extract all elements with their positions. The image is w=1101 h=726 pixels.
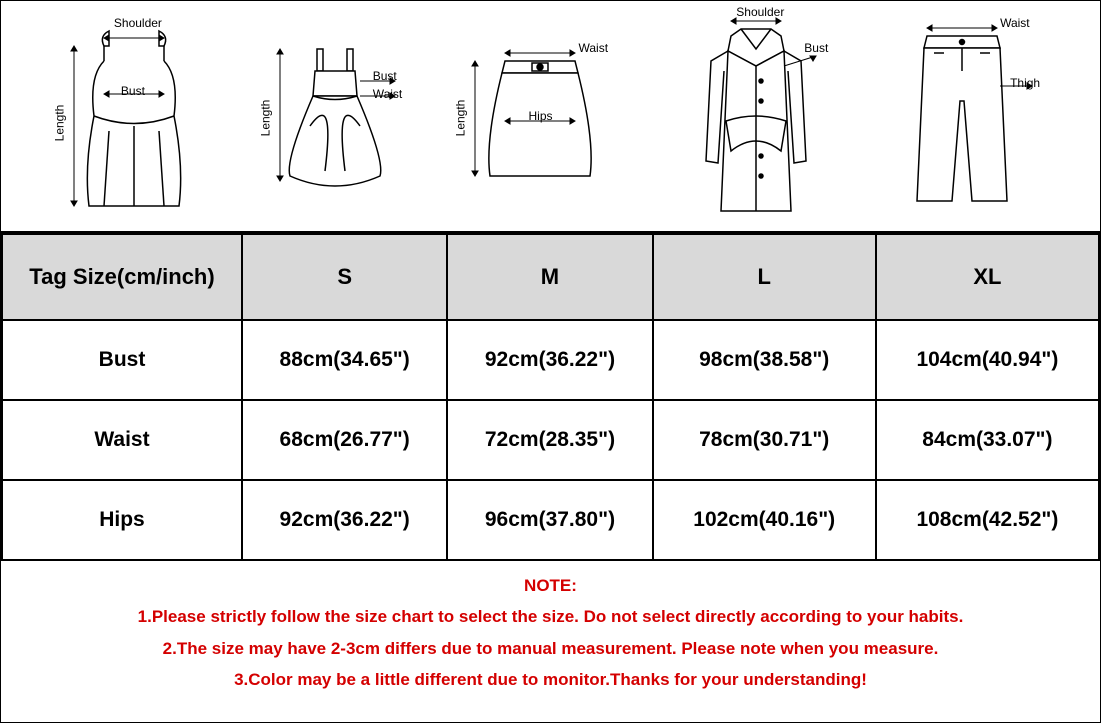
size-table-header-row: Tag Size(cm/inch) S M L XL xyxy=(2,234,1099,320)
hips-s: 92cm(36.22") xyxy=(242,480,447,560)
hips-m: 96cm(37.80") xyxy=(447,480,652,560)
label-shoulder-2: Shoulder xyxy=(736,5,784,19)
note-line-1: 1.Please strictly follow the size chart … xyxy=(31,606,1070,627)
label-bust-3: Bust xyxy=(804,41,828,55)
header-s: S xyxy=(242,234,447,320)
size-chart-container: Shoulder Bust Length xyxy=(0,0,1101,723)
label-length: Length xyxy=(52,105,66,142)
header-m: M xyxy=(447,234,652,320)
header-tag-size: Tag Size(cm/inch) xyxy=(2,234,242,320)
row-bust-label: Bust xyxy=(2,320,242,400)
notes-section: NOTE: 1.Please strictly follow the size … xyxy=(1,561,1100,722)
note-line-2: 2.The size may have 2-3cm differs due to… xyxy=(31,638,1070,659)
label-waist-2: Waist xyxy=(578,41,608,55)
bust-l: 98cm(38.58") xyxy=(653,320,876,400)
bust-m: 92cm(36.22") xyxy=(447,320,652,400)
label-waist: Waist xyxy=(373,87,403,101)
header-l: L xyxy=(653,234,876,320)
table-row: Hips 92cm(36.22") 96cm(37.80") 102cm(40.… xyxy=(2,480,1099,560)
bust-xl: 104cm(40.94") xyxy=(876,320,1099,400)
garment-pants: Waist Thigh xyxy=(882,16,1052,216)
label-waist-3: Waist xyxy=(1000,16,1030,30)
waist-xl: 84cm(33.07") xyxy=(876,400,1099,480)
waist-m: 72cm(28.35") xyxy=(447,400,652,480)
waist-s: 68cm(26.77") xyxy=(242,400,447,480)
notes-title: NOTE: xyxy=(31,575,1070,596)
hips-xl: 108cm(42.52") xyxy=(876,480,1099,560)
label-bust-2: Bust xyxy=(373,69,397,83)
table-row: Bust 88cm(34.65") 92cm(36.22") 98cm(38.5… xyxy=(2,320,1099,400)
label-hips: Hips xyxy=(528,109,552,123)
garment-top: Shoulder Bust Length xyxy=(49,16,219,216)
table-row: Waist 68cm(26.77") 72cm(28.35") 78cm(30.… xyxy=(2,400,1099,480)
label-length-3: Length xyxy=(454,100,468,137)
bust-s: 88cm(34.65") xyxy=(242,320,447,400)
hips-l: 102cm(40.16") xyxy=(653,480,876,560)
garment-coat: Shoulder Bust xyxy=(666,11,846,221)
garment-diagram-row: Shoulder Bust Length xyxy=(1,1,1100,233)
label-thigh: Thigh xyxy=(1010,76,1040,90)
header-xl: XL xyxy=(876,234,1099,320)
label-length-2: Length xyxy=(258,100,272,137)
note-line-3: 3.Color may be a little different due to… xyxy=(31,669,1070,690)
garment-dress: Length Bust Waist xyxy=(255,31,415,201)
label-shoulder: Shoulder xyxy=(114,16,162,30)
garment-skirt: Waist Hips Length xyxy=(450,41,630,191)
waist-l: 78cm(30.71") xyxy=(653,400,876,480)
row-hips-label: Hips xyxy=(2,480,242,560)
size-table: Tag Size(cm/inch) S M L XL Bust 88cm(34.… xyxy=(1,233,1100,561)
label-bust: Bust xyxy=(121,84,145,98)
row-waist-label: Waist xyxy=(2,400,242,480)
